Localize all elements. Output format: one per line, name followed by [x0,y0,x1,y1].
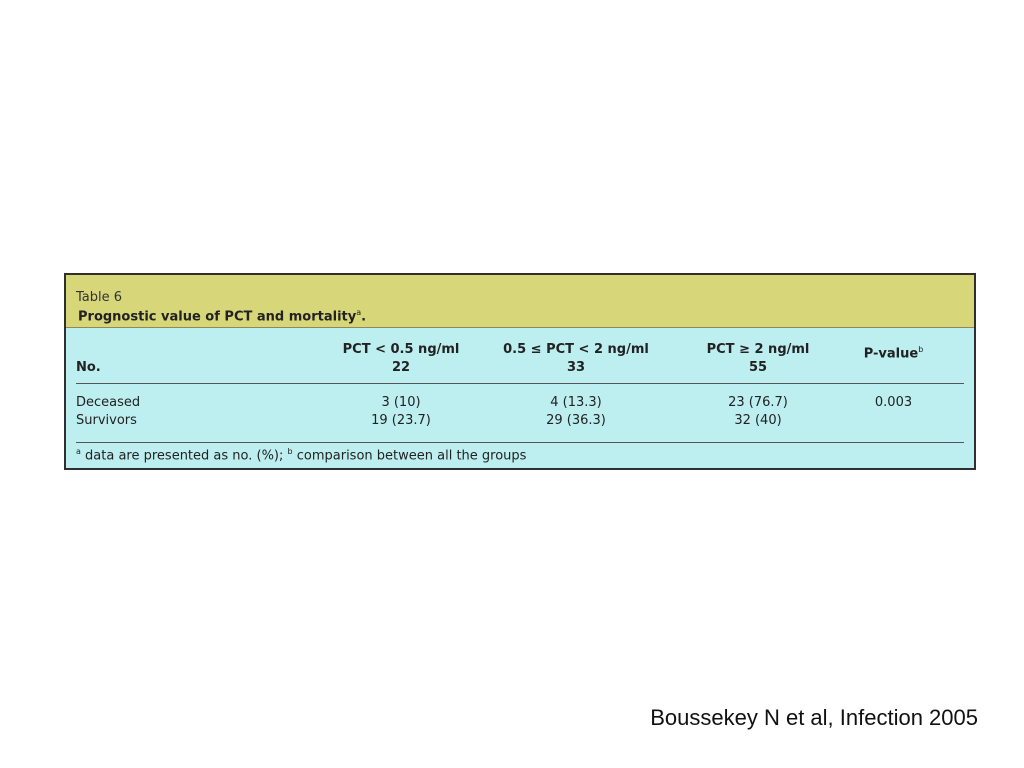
table-header-band: Table 6 Prognostic value of PCT and mort… [66,275,974,328]
column-header: 0.5 ≤ PCT < 2 ng/ml [503,342,649,357]
table-cell: 4 (13.3) [550,395,602,410]
footnote-divider [76,442,964,443]
column-header-row: PCT < 0.5 ng/ml 0.5 ≤ PCT < 2 ng/ml PCT … [66,341,974,361]
footnote-text-a: data are presented as no. (%); [80,448,288,464]
header-divider [76,383,964,384]
table-row: Deceased 3 (10) 4 (13.3) 23 (76.7) 0.003 [66,394,974,411]
table-cell: 32 (40) [734,413,782,428]
column-header: P-valueb [836,341,951,362]
column-count-row: No. 22 33 55 [66,359,974,376]
data-table: Table 6 Prognostic value of PCT and mort… [64,273,976,470]
footnote-text-b: comparison between all the groups [292,448,527,464]
row-label-header: No. [76,360,101,375]
column-header: PCT < 0.5 ng/ml [342,342,460,357]
table-title: Prognostic value of PCT and mortalitya. [78,308,366,324]
column-header-footnote-mark: b [918,345,924,354]
footnote-mark-a: a [76,447,81,456]
table-cell: 3 (10) [381,395,421,410]
column-count: 22 [391,360,411,375]
row-label: Deceased [76,395,141,410]
table-label: Table 6 [76,290,123,305]
column-count: 55 [748,360,768,375]
table-cell: 19 (23.7) [371,413,431,428]
citation-text: Boussekey N et al, Infection 2005 [650,705,978,730]
table-footnote: a data are presented as no. (%); b compa… [76,447,526,463]
row-label: Survivors [76,413,137,428]
footnote-mark-b: b [287,447,293,456]
column-count: 33 [566,360,586,375]
table-title-footnote-mark: a [356,308,362,317]
table-cell: 23 (76.7) [728,395,788,410]
table-row: Survivors 19 (23.7) 29 (36.3) 32 (40) [66,412,974,429]
column-header-text: P-value [863,346,919,362]
table-title-text: Prognostic value of PCT and mortality [78,309,357,325]
table-cell: 0.003 [874,395,913,410]
table-cell: 29 (36.3) [546,413,606,428]
table-title-end: . [361,309,367,325]
column-header: PCT ≥ 2 ng/ml [706,342,810,357]
